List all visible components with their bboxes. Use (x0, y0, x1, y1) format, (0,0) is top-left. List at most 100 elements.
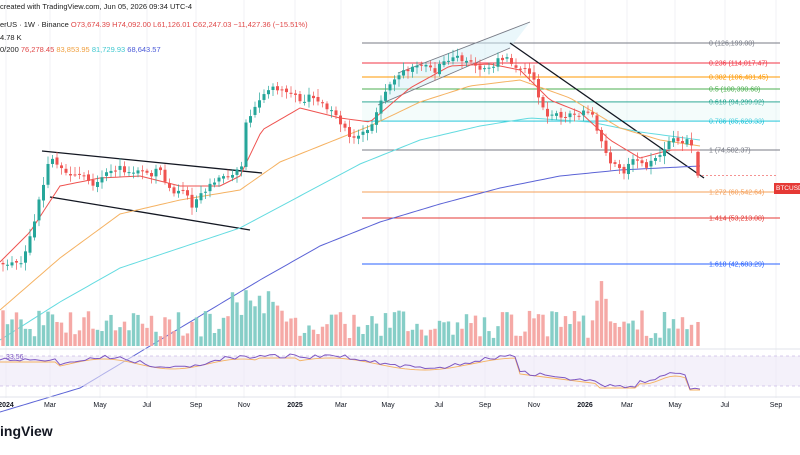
volume-bar (280, 310, 284, 346)
volume-bar (446, 321, 451, 346)
candle-body (568, 113, 572, 118)
volume-bar (473, 315, 478, 346)
candle-body (600, 129, 603, 142)
volume-bar (644, 335, 649, 346)
volume-bar (469, 323, 473, 346)
volume-bar (676, 328, 680, 346)
volume-bar (685, 329, 689, 346)
candle-body (559, 111, 563, 118)
volume-bar (235, 302, 239, 346)
volume-bar (532, 318, 536, 346)
volume-bar (667, 328, 671, 346)
candle-body (375, 112, 378, 125)
x-axis-tick-label: Sep (770, 402, 783, 409)
volume-bar (302, 332, 307, 346)
x-axis-tick-label: Nov (528, 402, 541, 409)
volume-bar (433, 328, 437, 346)
volume-bar (568, 324, 572, 346)
candle-body (478, 65, 482, 70)
volume-bar (370, 316, 374, 346)
candle-body (168, 183, 171, 188)
volume-bar (203, 311, 208, 346)
candle-body (258, 100, 261, 108)
volume-bar (293, 317, 298, 346)
volume-bar (217, 328, 221, 346)
candle-body (685, 139, 689, 145)
candle-body (303, 101, 306, 103)
volume-bar (10, 319, 14, 346)
volume-bar (194, 317, 199, 346)
volume-bar (64, 332, 68, 346)
descending-trendline (509, 42, 705, 179)
volume-bar (244, 290, 248, 346)
volume-value: 4.78 K (0, 33, 22, 42)
candle-body (253, 106, 257, 115)
volume-bar (19, 319, 23, 346)
candle-body (262, 94, 266, 100)
candle-body (190, 194, 194, 208)
candle-body (379, 100, 383, 114)
candle-body (645, 162, 648, 168)
candle-body (519, 68, 522, 70)
candle-body (267, 90, 270, 95)
candle-body (136, 170, 140, 174)
ma-long-line (0, 117, 701, 341)
flag-lower-line (49, 196, 251, 231)
candle-body (244, 122, 248, 167)
volume-bar (343, 323, 347, 346)
candle-body (42, 184, 45, 201)
volume-bar (419, 329, 424, 346)
candle-body (163, 169, 167, 182)
volume-bar (86, 311, 91, 346)
last-volume-bar (696, 322, 700, 346)
candle-body (19, 263, 23, 265)
volume-bar (172, 330, 176, 346)
current-price-tag: BTCUSD (774, 183, 800, 194)
candle-body (586, 111, 590, 113)
volume-bar (95, 329, 100, 346)
fib-level-label: 0.236 (114,017.47) (709, 61, 768, 68)
volume-bar (221, 317, 226, 346)
chart-created-caption: created with TradingView.com, Jun 05, 20… (0, 2, 193, 11)
volume-bar (109, 314, 113, 346)
fib-level-label: 1.272 (60,542.64) (709, 190, 764, 197)
x-axis-tick-label: May (93, 402, 107, 409)
volume-bar (482, 317, 487, 346)
candle-body (370, 124, 374, 131)
candle-body (316, 96, 320, 102)
ma-value-2: 83,853.95 (56, 45, 90, 54)
candle-body (276, 86, 279, 91)
volume-bar (455, 322, 460, 346)
volume-bar (154, 331, 158, 346)
volume-bar (451, 334, 455, 346)
volume-bar (640, 310, 644, 346)
candle-body (546, 108, 549, 117)
volume-bar (5, 324, 10, 346)
candle-body (280, 89, 284, 91)
candle-body (388, 84, 392, 91)
volume-bar (410, 329, 415, 346)
volume-bar (82, 317, 86, 346)
candle-body (186, 190, 189, 196)
volume-bar (590, 320, 595, 346)
candle-body (78, 173, 81, 175)
candle-body (330, 110, 333, 112)
candle-body (676, 137, 680, 142)
candle-body (271, 86, 275, 91)
volume-bar (37, 310, 41, 346)
volume-bar (365, 325, 370, 346)
candle-body (604, 140, 608, 153)
ma-value-4: 68,643.57 (127, 45, 161, 54)
candle-body (10, 262, 14, 266)
volume-bar (55, 321, 59, 346)
candle-body (105, 172, 108, 176)
candle-body (541, 97, 545, 108)
volume-bar (415, 323, 419, 346)
volume-bar (500, 312, 505, 346)
candle-body (55, 157, 59, 165)
candle-body (577, 115, 581, 117)
candle-body (226, 176, 230, 178)
volume-bar (689, 324, 694, 346)
candle-body (406, 69, 410, 72)
